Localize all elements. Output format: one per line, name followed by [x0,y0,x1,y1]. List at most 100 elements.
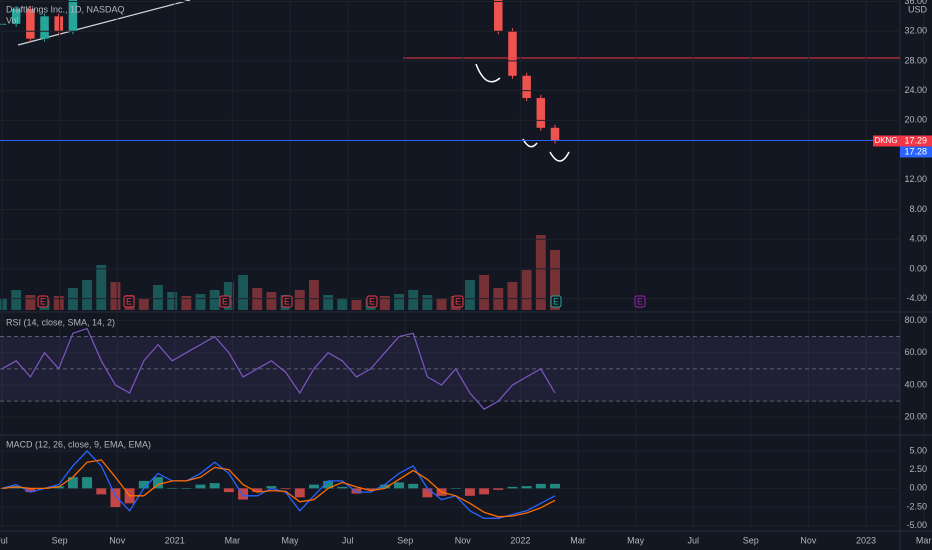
volume-label: Vol [6,15,19,25]
volume-bar [294,290,305,310]
x-tick-label: Sep [52,535,68,545]
y-tick-label: 0.00 [909,483,927,493]
macd-histogram-bar [308,484,319,489]
y-tick-label: 28.00 [904,55,927,65]
x-tick-label: Sep [397,535,413,545]
earnings-label: E [284,296,290,306]
macd-histogram-bar [351,488,362,494]
earnings-marker [634,295,646,308]
price-tag [900,135,932,147]
volume-bar [479,275,490,310]
macd-histogram-bar [209,483,220,489]
candle-body [508,31,517,76]
macd-title: MACD (12, 26, close, 9, EMA, EMA) [6,439,151,449]
candle-body [26,8,35,39]
y-tick-label: 5.00 [909,445,927,455]
candle-body [54,16,63,32]
x-tick-label: Mar [225,535,241,545]
macd-histogram-bar [153,477,163,489]
volume-bar [110,282,121,310]
macd-histogram-bar [550,483,560,489]
y-tick-label: 8.00 [909,204,927,214]
macd-histogram-bar [493,488,504,490]
macd-histogram-bar [266,486,277,489]
earnings-label: E [40,296,46,306]
volume-bar [153,285,163,310]
price-tag [900,146,932,158]
y-tick-label: -4.00 [906,293,927,303]
macd-histogram-bar [479,488,490,495]
x-tick-label: Jul [687,535,699,545]
earnings-marker [37,295,49,308]
volume-bar [351,300,362,310]
volume-bar [507,282,518,310]
x-tick-label: Nov [800,535,817,545]
macd-histogram-bar [82,477,93,489]
earnings-marker [219,295,231,308]
macd-histogram-bar [25,488,36,493]
y-tick-label: 20.00 [904,412,927,422]
earnings-label: E [553,296,559,306]
price-tag-label: 17.28 [904,146,927,156]
macd-histogram-bar [294,488,305,498]
earnings-label: E [455,296,461,306]
x-tick-label: Mar [916,535,932,545]
macd-histogram-bar [181,488,192,489]
volume-bar [379,296,390,310]
y-tick-label: 40.00 [904,379,927,389]
y-tick-label: 36.00 [904,0,927,6]
volume-bar [436,298,447,310]
y-tick-label: -5.00 [906,520,927,530]
macd-histogram-bar [195,484,206,489]
volume-bar [266,292,277,310]
macd-histogram-bar [507,486,518,489]
macd-line [1,459,556,518]
candle-body [68,0,78,32]
earnings-label: E [222,296,228,306]
volume-bar [238,275,249,310]
macd-line [1,450,556,519]
candle-body [40,16,49,39]
volume-bar [11,290,22,310]
y-tick-label: 12.00 [904,174,927,184]
volume-bar [464,280,475,310]
candle-body [494,0,503,32]
y-tick-label: 4.00 [909,234,927,244]
volume-bar [209,290,220,310]
macd-histogram-bar [223,488,234,493]
y-tick-label: -2.50 [906,501,927,511]
y-tick-label: 20.00 [904,115,927,125]
earnings-marker [123,295,135,308]
volume-bar [337,298,348,310]
macd-histogram-bar [379,484,390,489]
candle-body [0,23,7,25]
volume-bar [521,270,532,310]
chart-title: DraftKings Inc., 1D, NASDAQ [6,4,125,14]
volume-bar [25,295,36,310]
macd-histogram-bar [280,488,291,490]
volume-bar [96,265,107,310]
y-tick-label: 60.00 [904,347,927,357]
x-tick-label: Sep [743,535,759,545]
candle-body [550,127,560,141]
macd-histogram-bar [535,483,546,489]
macd-histogram-bar [67,477,78,489]
volume-bar [167,292,178,310]
earnings-label: E [369,296,375,306]
y-tick-label: 32.00 [904,26,927,36]
symbol-tag-label: DKNG [874,136,897,145]
candle-body [11,8,21,24]
volume-bar [308,280,319,310]
volume-bar [181,296,192,310]
macd-histogram-bar [252,488,263,493]
x-tick-label: Nov [109,535,126,545]
candle-body [536,98,546,128]
volume-bar [535,235,546,310]
volume-bar [550,250,560,310]
earnings-marker [550,295,562,308]
rsi-title: RSI (14, close, SMA, 14, 2) [6,317,115,327]
x-tick-label: May [627,535,645,545]
rsi-line [1,327,556,410]
